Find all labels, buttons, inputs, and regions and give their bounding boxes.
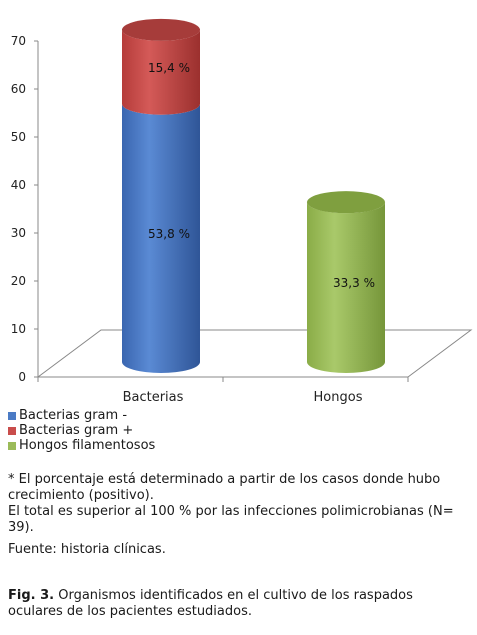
legend-item-gram-neg: Bacterias gram -	[8, 408, 155, 423]
bar-segment-gram-neg	[122, 103, 200, 373]
legend-swatch	[8, 441, 16, 450]
data-label: 53,8 %	[148, 227, 190, 241]
bar-top-fungi	[307, 191, 385, 214]
footnote-2: El total es superior al 100 % por las in…	[8, 504, 454, 535]
figure-label: Fig. 3.	[8, 588, 55, 603]
figure-caption: Fig. 3. Organismos identificados en el c…	[8, 588, 470, 620]
legend-swatch	[8, 411, 16, 420]
data-label: 15,4 %	[148, 61, 190, 75]
y-tick-label: 10	[11, 322, 26, 336]
legend-swatch	[8, 426, 16, 435]
legend-label: Bacterias gram +	[19, 423, 134, 438]
x-category-label: Hongos	[314, 390, 363, 405]
bar-segment-fungi	[307, 202, 385, 373]
legend-label: Bacterias gram -	[19, 408, 128, 423]
y-tick-label: 50	[11, 130, 26, 144]
bar-segment-gram-pos	[122, 29, 200, 115]
footnotes: * El porcentaje está determinado a parti…	[8, 472, 470, 536]
source-note: Fuente: historia clínicas.	[8, 542, 166, 557]
y-tick-label: 0	[18, 370, 26, 384]
floor-outline	[37, 329, 473, 378]
y-tick-label: 30	[11, 226, 26, 240]
y-tick-label: 60	[11, 82, 26, 96]
figure-caption-text: Organismos identificados en el cultivo d…	[8, 588, 413, 619]
legend-label: Hongos filamentosos	[19, 438, 156, 453]
legend: Bacterias gram - Bacterias gram + Hongos…	[8, 408, 155, 453]
bar-top-gram-pos	[122, 18, 200, 41]
footnote-1: * El porcentaje está determinado a parti…	[8, 472, 441, 503]
y-tick-label: 20	[11, 274, 26, 288]
stacked-cylinder-chart: 0 10 20 30 40 50 60 70 Bacterias Hongos 53,8 % 15,…	[11, 18, 473, 405]
data-label: 33,3 %	[333, 276, 375, 290]
x-category-label: Bacterias	[123, 390, 184, 405]
y-tick-label: 70	[11, 34, 26, 48]
legend-item-fungi: Hongos filamentosos	[8, 438, 155, 453]
y-tick-label: 40	[11, 178, 26, 192]
legend-item-gram-pos: Bacterias gram +	[8, 423, 155, 438]
